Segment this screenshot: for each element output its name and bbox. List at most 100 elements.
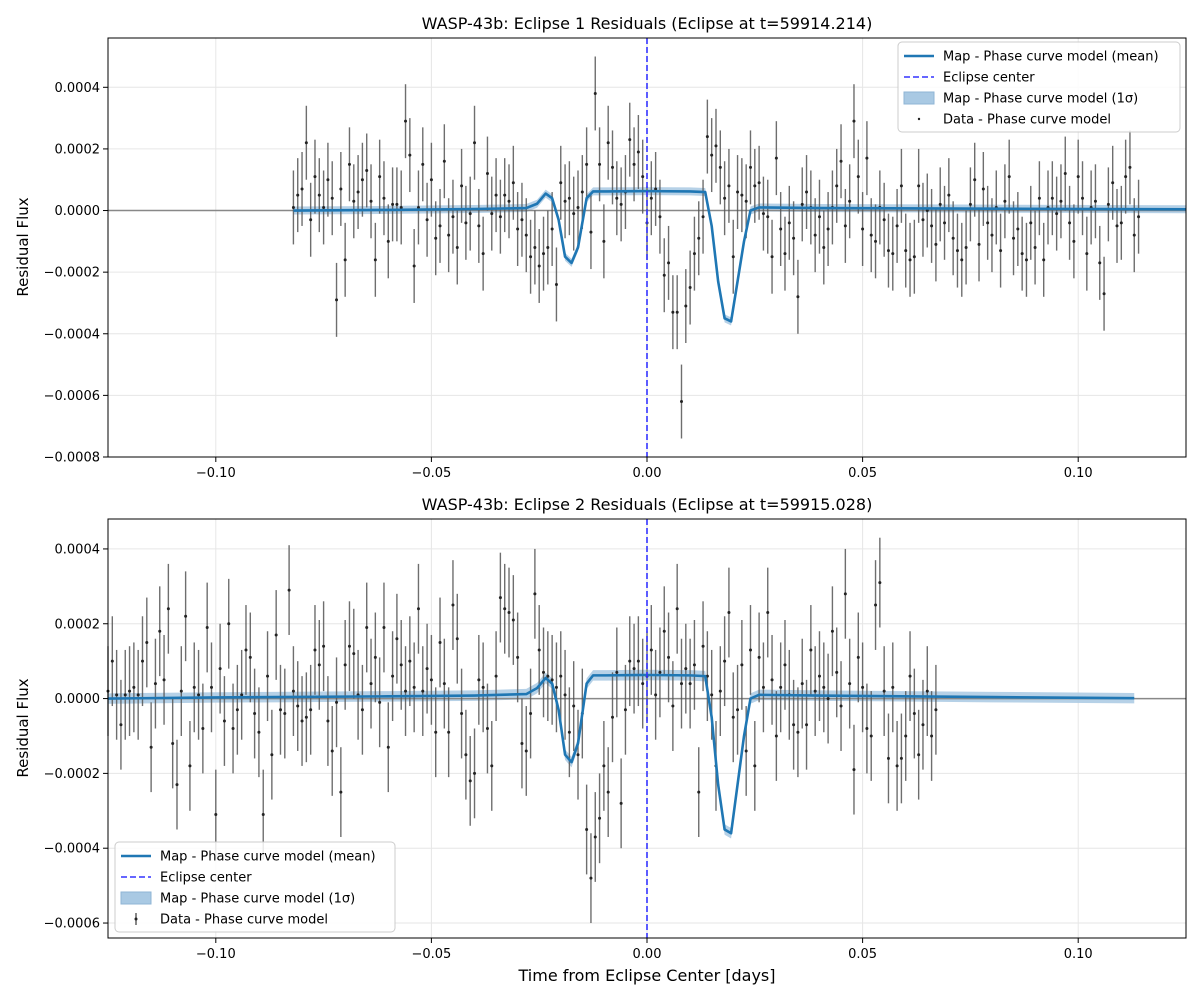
data-point — [1132, 233, 1136, 237]
data-point — [585, 162, 589, 166]
data-point — [1050, 196, 1054, 200]
data-point — [244, 648, 248, 652]
data-point — [175, 783, 179, 787]
data-point — [817, 674, 821, 678]
data-point — [563, 693, 567, 697]
data-point — [516, 655, 520, 659]
data-point — [554, 685, 558, 689]
data-point — [339, 790, 343, 794]
data-point — [593, 91, 597, 95]
data-point — [395, 202, 399, 206]
data-point — [460, 712, 464, 716]
legend-label: Map - Phase curve model (mean) — [943, 50, 1159, 65]
data-point — [623, 708, 627, 712]
data-point — [546, 674, 550, 678]
data-point — [520, 218, 524, 222]
data-point — [468, 212, 472, 216]
data-point — [628, 659, 632, 663]
data-point — [1106, 202, 1110, 206]
data-point — [679, 400, 683, 404]
data-point — [296, 704, 300, 708]
eclipse-2-legend: Map - Phase curve model (mean) Eclipse ce… — [114, 841, 396, 933]
data-point — [792, 236, 796, 240]
data-point — [404, 119, 408, 123]
data-point — [524, 233, 528, 237]
x-tick-label: −0.05 — [411, 466, 451, 481]
data-point — [197, 693, 201, 697]
data-point — [1037, 196, 1041, 200]
data-point — [473, 141, 477, 145]
data-point — [507, 611, 511, 615]
data-point — [636, 150, 640, 154]
data-point — [714, 144, 718, 148]
data-point — [317, 663, 321, 667]
data-point — [748, 648, 752, 652]
data-point — [813, 689, 817, 693]
data-point — [567, 196, 571, 200]
data-point — [330, 196, 334, 200]
data-point — [498, 596, 502, 600]
x-tick-label: −0.05 — [411, 947, 451, 962]
data-point — [136, 693, 140, 697]
data-point — [477, 224, 481, 228]
data-point — [266, 674, 270, 678]
data-point — [416, 607, 420, 611]
data-point — [326, 719, 330, 723]
eclipse-2-x-ticks: −0.10 −0.05 0.00 0.05 0.10 — [196, 938, 1093, 962]
eclipse-1-ylabel: Residual Flux — [14, 197, 32, 296]
data-point — [447, 730, 451, 734]
data-point — [602, 764, 606, 768]
y-tick-label: 0.0002 — [55, 617, 101, 632]
data-point — [710, 693, 714, 697]
data-point — [813, 233, 817, 237]
data-point — [416, 205, 420, 209]
data-point — [679, 682, 683, 686]
data-point — [908, 674, 912, 678]
data-point — [1124, 175, 1128, 179]
data-point — [451, 603, 455, 607]
data-point — [908, 258, 912, 262]
data-point — [529, 712, 533, 716]
data-point — [240, 693, 244, 697]
data-point — [352, 652, 356, 656]
data-point — [796, 295, 800, 299]
data-point — [770, 255, 774, 259]
data-point — [934, 242, 938, 246]
data-point — [925, 689, 929, 693]
data-point — [481, 685, 485, 689]
data-point — [856, 175, 860, 179]
data-point — [511, 618, 515, 622]
data-point — [930, 224, 934, 228]
legend-handle-band — [120, 891, 152, 905]
y-tick-label: −0.0006 — [44, 389, 100, 404]
data-point — [654, 187, 658, 191]
data-point — [179, 689, 183, 693]
data-point — [335, 298, 339, 302]
data-point — [360, 178, 364, 182]
data-point — [464, 753, 468, 757]
data-point — [718, 165, 722, 169]
data-point — [830, 629, 834, 633]
data-point — [632, 667, 636, 671]
data-point — [1102, 292, 1106, 296]
data-point — [447, 233, 451, 237]
data-point — [955, 249, 959, 253]
data-point — [537, 648, 541, 652]
data-point — [753, 184, 757, 188]
data-point — [1119, 221, 1123, 225]
eclipse-2-model-line — [107, 673, 1135, 835]
y-tick-label: −0.0006 — [44, 917, 100, 932]
model-line — [293, 189, 1187, 323]
data-point — [429, 178, 433, 182]
data-point — [757, 181, 761, 185]
legend-box — [897, 41, 1181, 133]
legend-handle-point — [134, 917, 138, 921]
data-point — [667, 261, 671, 265]
data-point — [128, 689, 132, 693]
data-point — [132, 685, 136, 689]
eclipse-2-y-ticks: −0.0006 −0.0004 −0.0002 0.0000 0.0002 0.0004 — [44, 542, 108, 932]
data-point — [214, 813, 218, 817]
legend-label: Eclipse center — [160, 871, 252, 886]
data-point — [917, 753, 921, 757]
